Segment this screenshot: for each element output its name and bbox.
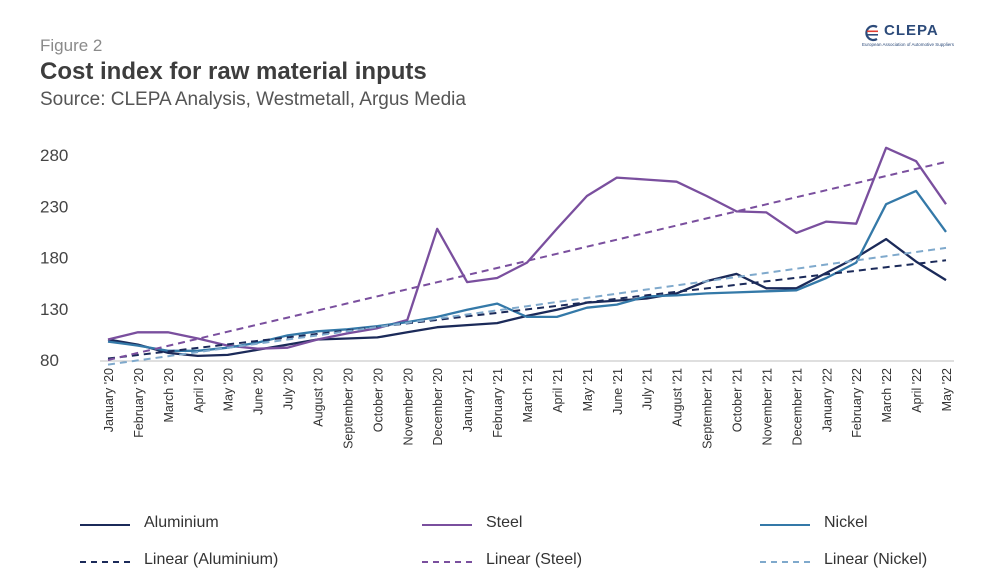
x-tick-label: June '20 xyxy=(252,368,266,415)
y-tick-label: 280 xyxy=(40,146,68,165)
x-tick-label: December '21 xyxy=(790,368,804,445)
legend-swatch xyxy=(80,561,130,563)
legend-swatch xyxy=(80,524,130,526)
logo-name: CLEPA xyxy=(884,22,939,39)
x-tick-label: January '21 xyxy=(461,368,475,432)
legend-item-nickel: Nickel xyxy=(760,513,1000,537)
x-tick-label: March '22 xyxy=(880,368,894,423)
x-tick-label: May '22 xyxy=(940,368,954,411)
x-tick-label: April '22 xyxy=(910,368,924,413)
legend-item-aluminium: Aluminium xyxy=(80,513,320,537)
series-layer xyxy=(107,146,947,366)
x-tick-label: January '22 xyxy=(820,368,834,432)
series-line-aluminium xyxy=(107,237,947,358)
x-tick-label: November '20 xyxy=(401,368,415,445)
x-tick-label: September '21 xyxy=(701,368,715,449)
series-line-linear-nickel xyxy=(107,246,947,366)
x-tick-label: January '20 xyxy=(102,368,116,432)
x-tick-label: April '20 xyxy=(192,368,206,413)
legend-item-linear-aluminium: Linear (Aluminium) xyxy=(80,550,320,574)
x-tick-label: October '21 xyxy=(731,368,745,432)
legend-label: Linear (Aluminium) xyxy=(144,551,279,568)
x-tick-label: November '21 xyxy=(760,368,774,445)
legend-label: Nickel xyxy=(824,514,868,531)
legend-item-linear-steel: Linear (Steel) xyxy=(422,550,662,574)
legend-label: Linear (Nickel) xyxy=(824,551,928,568)
legend-swatch xyxy=(422,524,472,526)
y-tick-label: 130 xyxy=(40,300,68,319)
legend-swatch xyxy=(760,561,810,563)
x-tick-label: September '20 xyxy=(341,368,355,449)
x-tick-label: October '20 xyxy=(371,368,385,432)
legend-swatch xyxy=(760,524,810,526)
x-tick-label: February '21 xyxy=(491,368,505,438)
clepa-logo-icon xyxy=(865,24,878,42)
clepa-logo: CLEPA European Association of Automotive… xyxy=(862,22,962,48)
x-tick-label: July '20 xyxy=(282,368,296,410)
x-tick-label: February '22 xyxy=(850,368,864,438)
legend-label: Linear (Steel) xyxy=(486,551,583,568)
x-tick-label: February '20 xyxy=(132,368,146,438)
x-tick-label: June '21 xyxy=(611,368,625,415)
figure-label: Figure 2 xyxy=(40,36,103,55)
y-tick-label: 80 xyxy=(40,351,59,370)
series-line-steel xyxy=(107,146,947,350)
x-axis-ticks: January '20 February '20 March '20 April '2… xyxy=(102,368,954,449)
x-tick-label: May '20 xyxy=(222,368,236,411)
y-axis-ticks: 80 130 180 230 280 xyxy=(40,146,68,370)
series-line-linear-aluminium xyxy=(107,259,947,360)
y-tick-label: 180 xyxy=(40,249,68,268)
chart-title: Cost index for raw material inputs xyxy=(40,58,427,85)
legend-label: Aluminium xyxy=(144,514,219,531)
x-tick-label: July '21 xyxy=(641,368,655,410)
chart-subtitle: Source: CLEPA Analysis, Westmetall, Argu… xyxy=(40,89,466,110)
legend-item-linear-nickel: Linear (Nickel) xyxy=(760,550,1000,574)
x-tick-label: April '21 xyxy=(551,368,565,413)
x-tick-label: March '21 xyxy=(521,368,535,423)
x-tick-label: August '20 xyxy=(312,368,326,427)
y-tick-label: 230 xyxy=(40,197,68,216)
x-tick-label: December '20 xyxy=(431,368,445,445)
series-line-nickel xyxy=(107,189,947,352)
legend-swatch xyxy=(422,561,472,563)
legend-label: Steel xyxy=(486,514,523,531)
legend-item-steel: Steel xyxy=(422,513,662,537)
x-tick-label: May '21 xyxy=(581,368,595,411)
x-tick-label: August '21 xyxy=(671,368,685,427)
x-tick-label: March '20 xyxy=(162,368,176,423)
logo-tagline: European Association of Automotive Suppl… xyxy=(862,42,955,47)
